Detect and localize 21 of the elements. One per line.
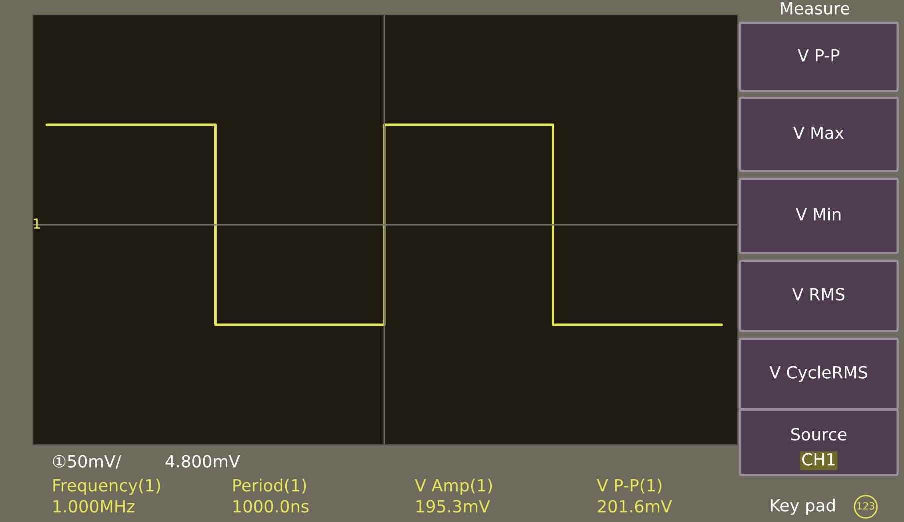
text: V Max — [794, 126, 844, 140]
text: V P-P — [798, 49, 840, 62]
text: 123 — [858, 502, 874, 510]
text: ①50mV/ — [53, 455, 122, 470]
text: V CycleRMS — [770, 366, 868, 382]
text: V P-P(1) — [597, 478, 662, 494]
text: V Amp(1) — [415, 478, 492, 496]
text: Measure — [781, 2, 850, 15]
annotation: 1 — [34, 218, 40, 229]
text: V Min — [796, 208, 841, 221]
text: 4.800mV — [166, 455, 240, 468]
text: V RMS — [792, 288, 845, 301]
text: 1.000MHz — [54, 500, 135, 513]
text: Frequency(1) — [54, 478, 160, 496]
text: 195.3mV — [416, 500, 490, 513]
text: Source — [791, 428, 847, 441]
text: Key pad — [771, 498, 835, 516]
text: Period(1) — [234, 478, 306, 494]
text: 1000.0ns — [234, 500, 309, 513]
text: 201.6mV — [598, 500, 672, 513]
text: CH1 — [802, 453, 835, 466]
